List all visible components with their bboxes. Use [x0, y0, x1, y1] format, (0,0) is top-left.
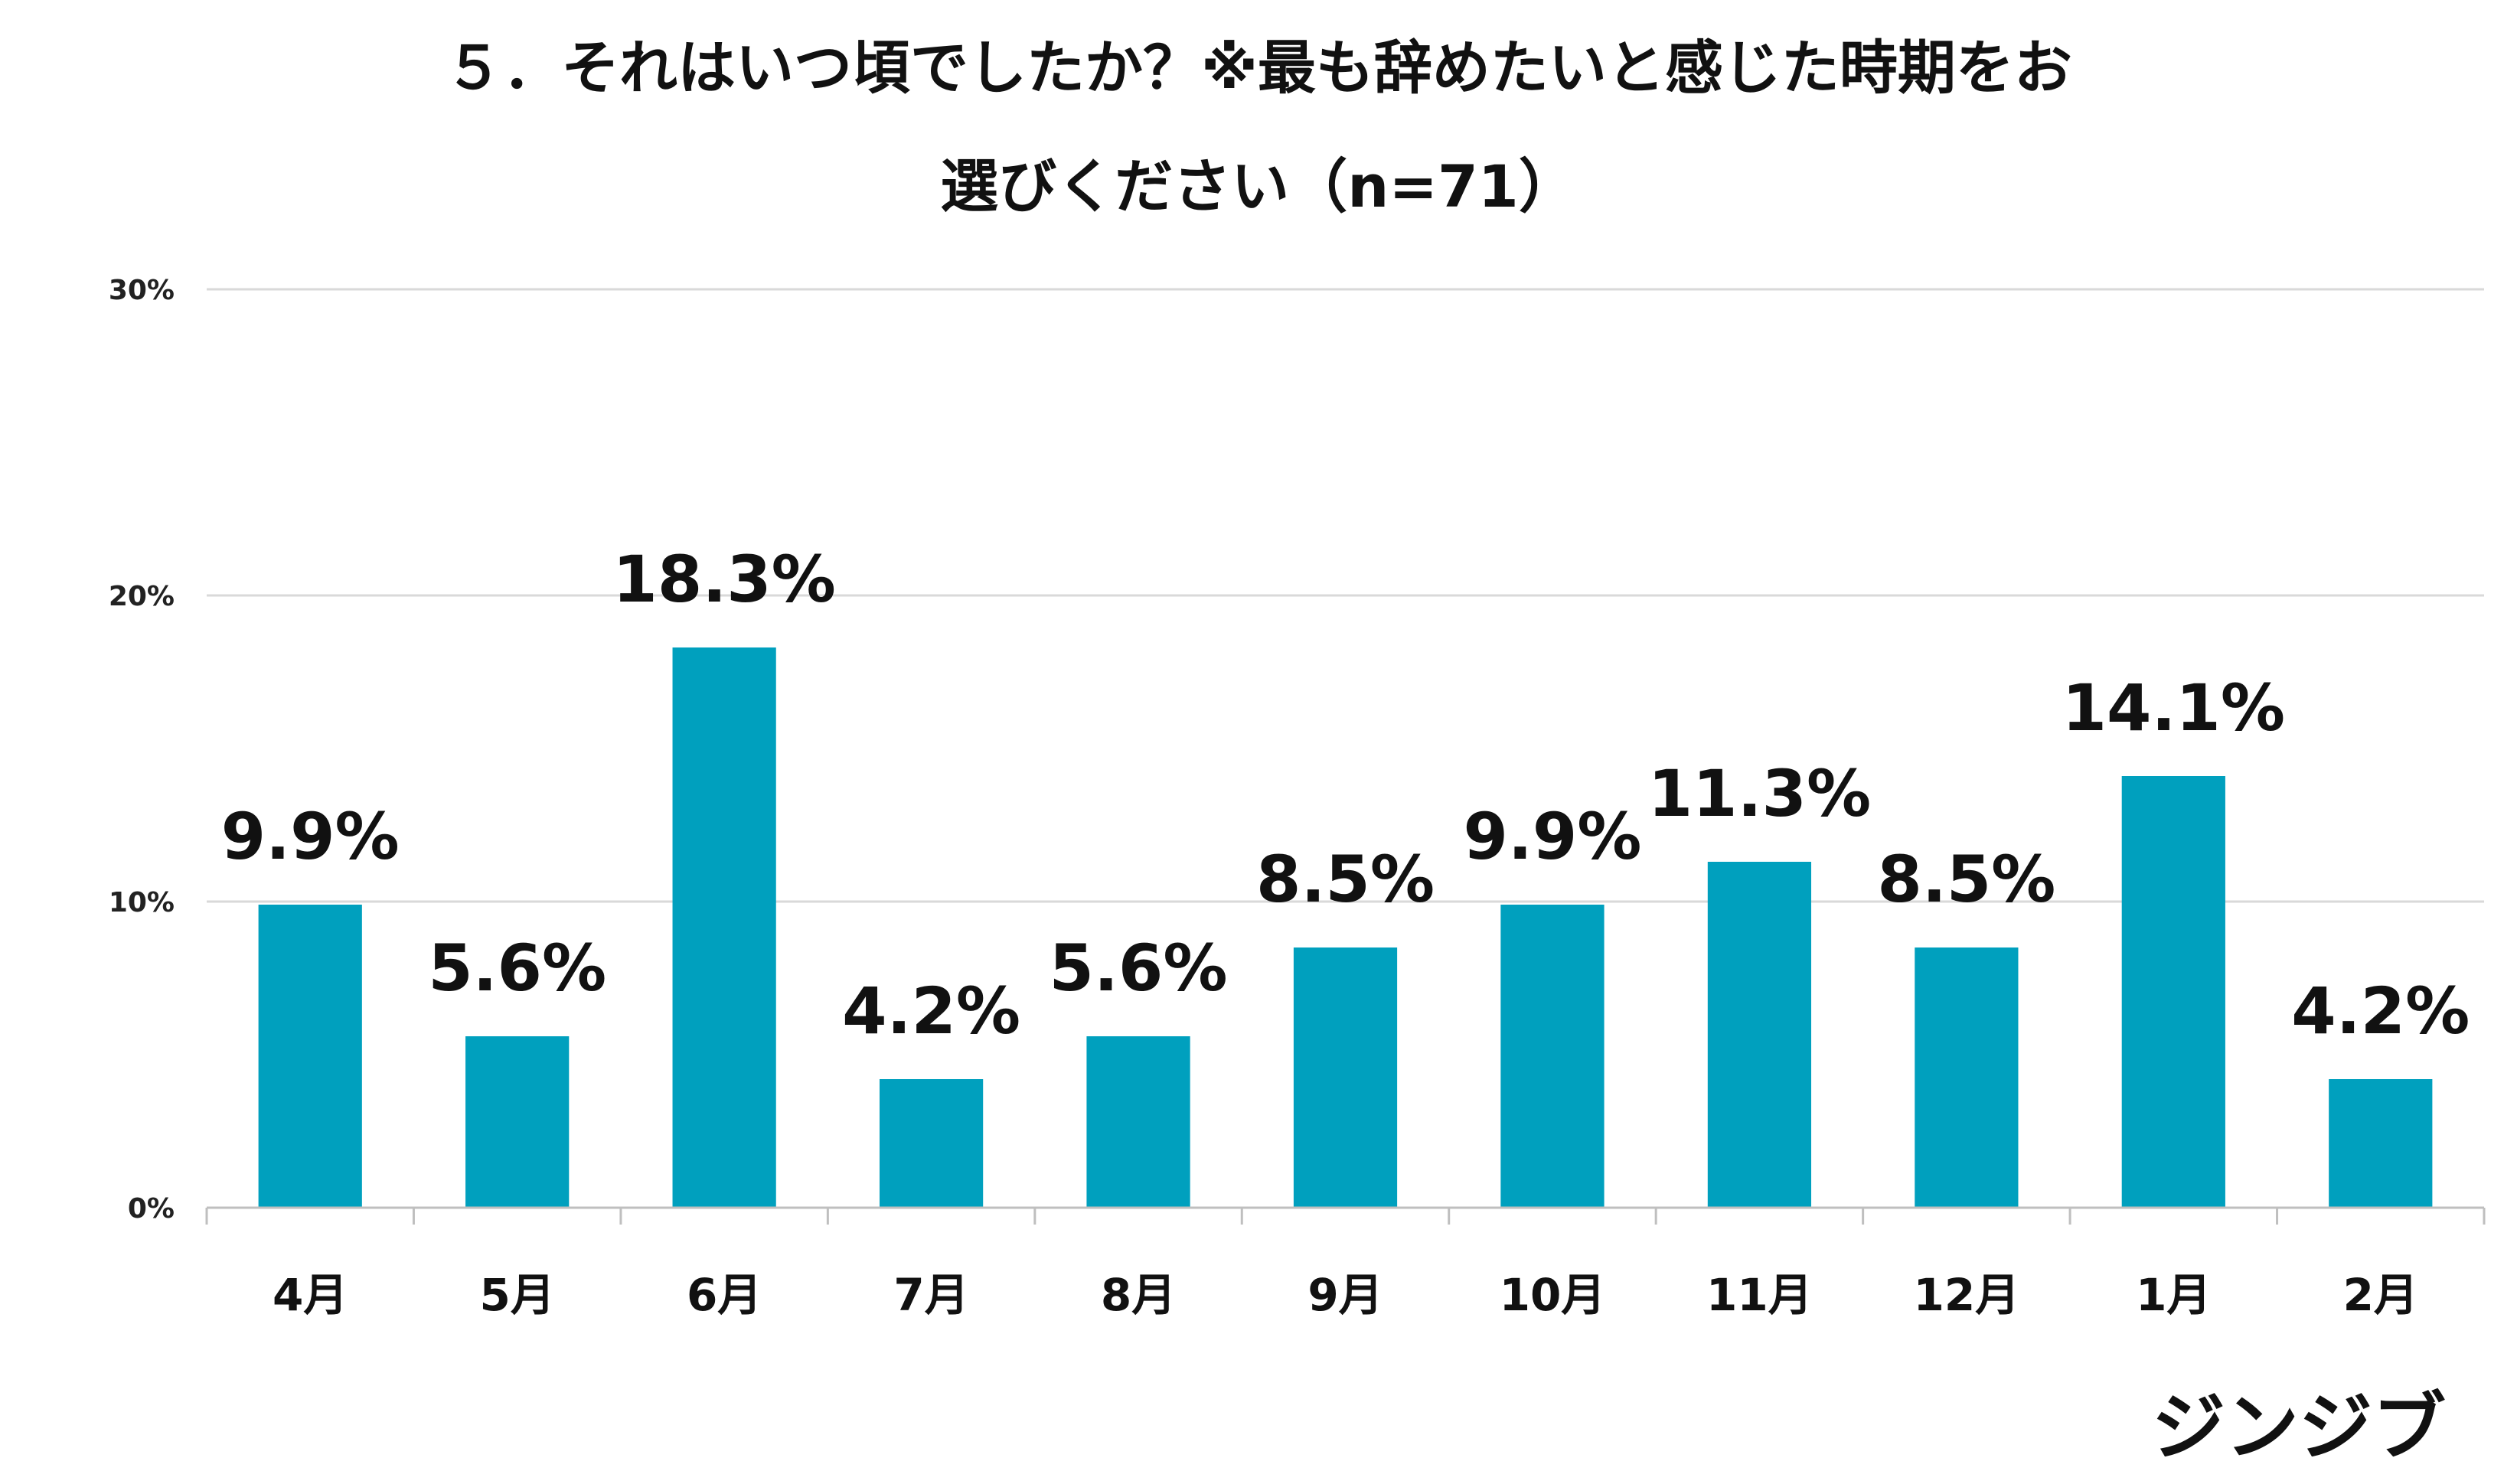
- chart-title-line-1: ５．それはいつ頃でしたか？※最も辞めたいと感じた時期をお: [445, 34, 2072, 102]
- data-label: 4.2%: [842, 974, 1020, 1049]
- bars: [258, 647, 2433, 1208]
- bar: [2329, 1079, 2433, 1208]
- x-tick-label: 2月: [2343, 1269, 2418, 1321]
- x-tick-label: 6月: [687, 1269, 762, 1321]
- brand-logo: ジンジブ: [2152, 1385, 2446, 1470]
- data-label: 8.5%: [1877, 842, 2055, 917]
- bar: [465, 1036, 570, 1208]
- data-label: 11.3%: [1648, 756, 1871, 831]
- data-label: 4.2%: [2291, 974, 2470, 1049]
- gridlines: [207, 288, 2484, 903]
- x-tick-label: 1月: [2136, 1269, 2211, 1321]
- x-tick-label: 8月: [1101, 1269, 1176, 1321]
- x-tick-label: 10月: [1500, 1269, 1606, 1321]
- bar: [1086, 1036, 1190, 1208]
- data-label: 5.6%: [1050, 931, 1228, 1006]
- bar: [879, 1079, 984, 1208]
- y-tick-label: 0%: [128, 1193, 175, 1225]
- bar: [1707, 862, 1812, 1208]
- x-tick-label: 11月: [1706, 1269, 1813, 1321]
- x-tick-label: 5月: [480, 1269, 555, 1321]
- y-tick-label: 20%: [109, 581, 175, 612]
- chart-title-line-2: 選びください（n=71）: [940, 152, 1577, 220]
- data-label: 9.9%: [221, 799, 400, 874]
- bar: [2121, 776, 2225, 1208]
- data-label: 14.1%: [2062, 670, 2285, 745]
- data-label: 9.9%: [1463, 799, 1641, 874]
- x-axis-ticks: 4月 5月 6月 7月 8月 9月 10月 11月 12月 1月 2月: [273, 1269, 2418, 1321]
- x-tick-label: 9月: [1307, 1269, 1383, 1321]
- bar: [1500, 905, 1605, 1208]
- x-tick-label: 7月: [893, 1269, 968, 1321]
- data-label: 5.6%: [428, 931, 606, 1006]
- y-tick-label: 10%: [109, 887, 175, 918]
- data-label: 8.5%: [1256, 842, 1435, 917]
- bar: [258, 905, 362, 1208]
- x-tick-label: 4月: [273, 1269, 348, 1321]
- y-tick-label: 30%: [109, 275, 175, 306]
- x-axis: [205, 1206, 2486, 1225]
- y-axis-ticks: 0% 10% 20% 30%: [109, 275, 175, 1225]
- x-tick-label: 12月: [1914, 1269, 2020, 1321]
- bar: [672, 647, 776, 1208]
- bar: [1293, 947, 1398, 1208]
- data-label: 18.3%: [612, 542, 835, 617]
- data-labels: 9.9%5.6%18.3%4.2%5.6%8.5%9.9%11.3%8.5%14…: [221, 542, 2470, 1049]
- bar: [1915, 947, 2019, 1208]
